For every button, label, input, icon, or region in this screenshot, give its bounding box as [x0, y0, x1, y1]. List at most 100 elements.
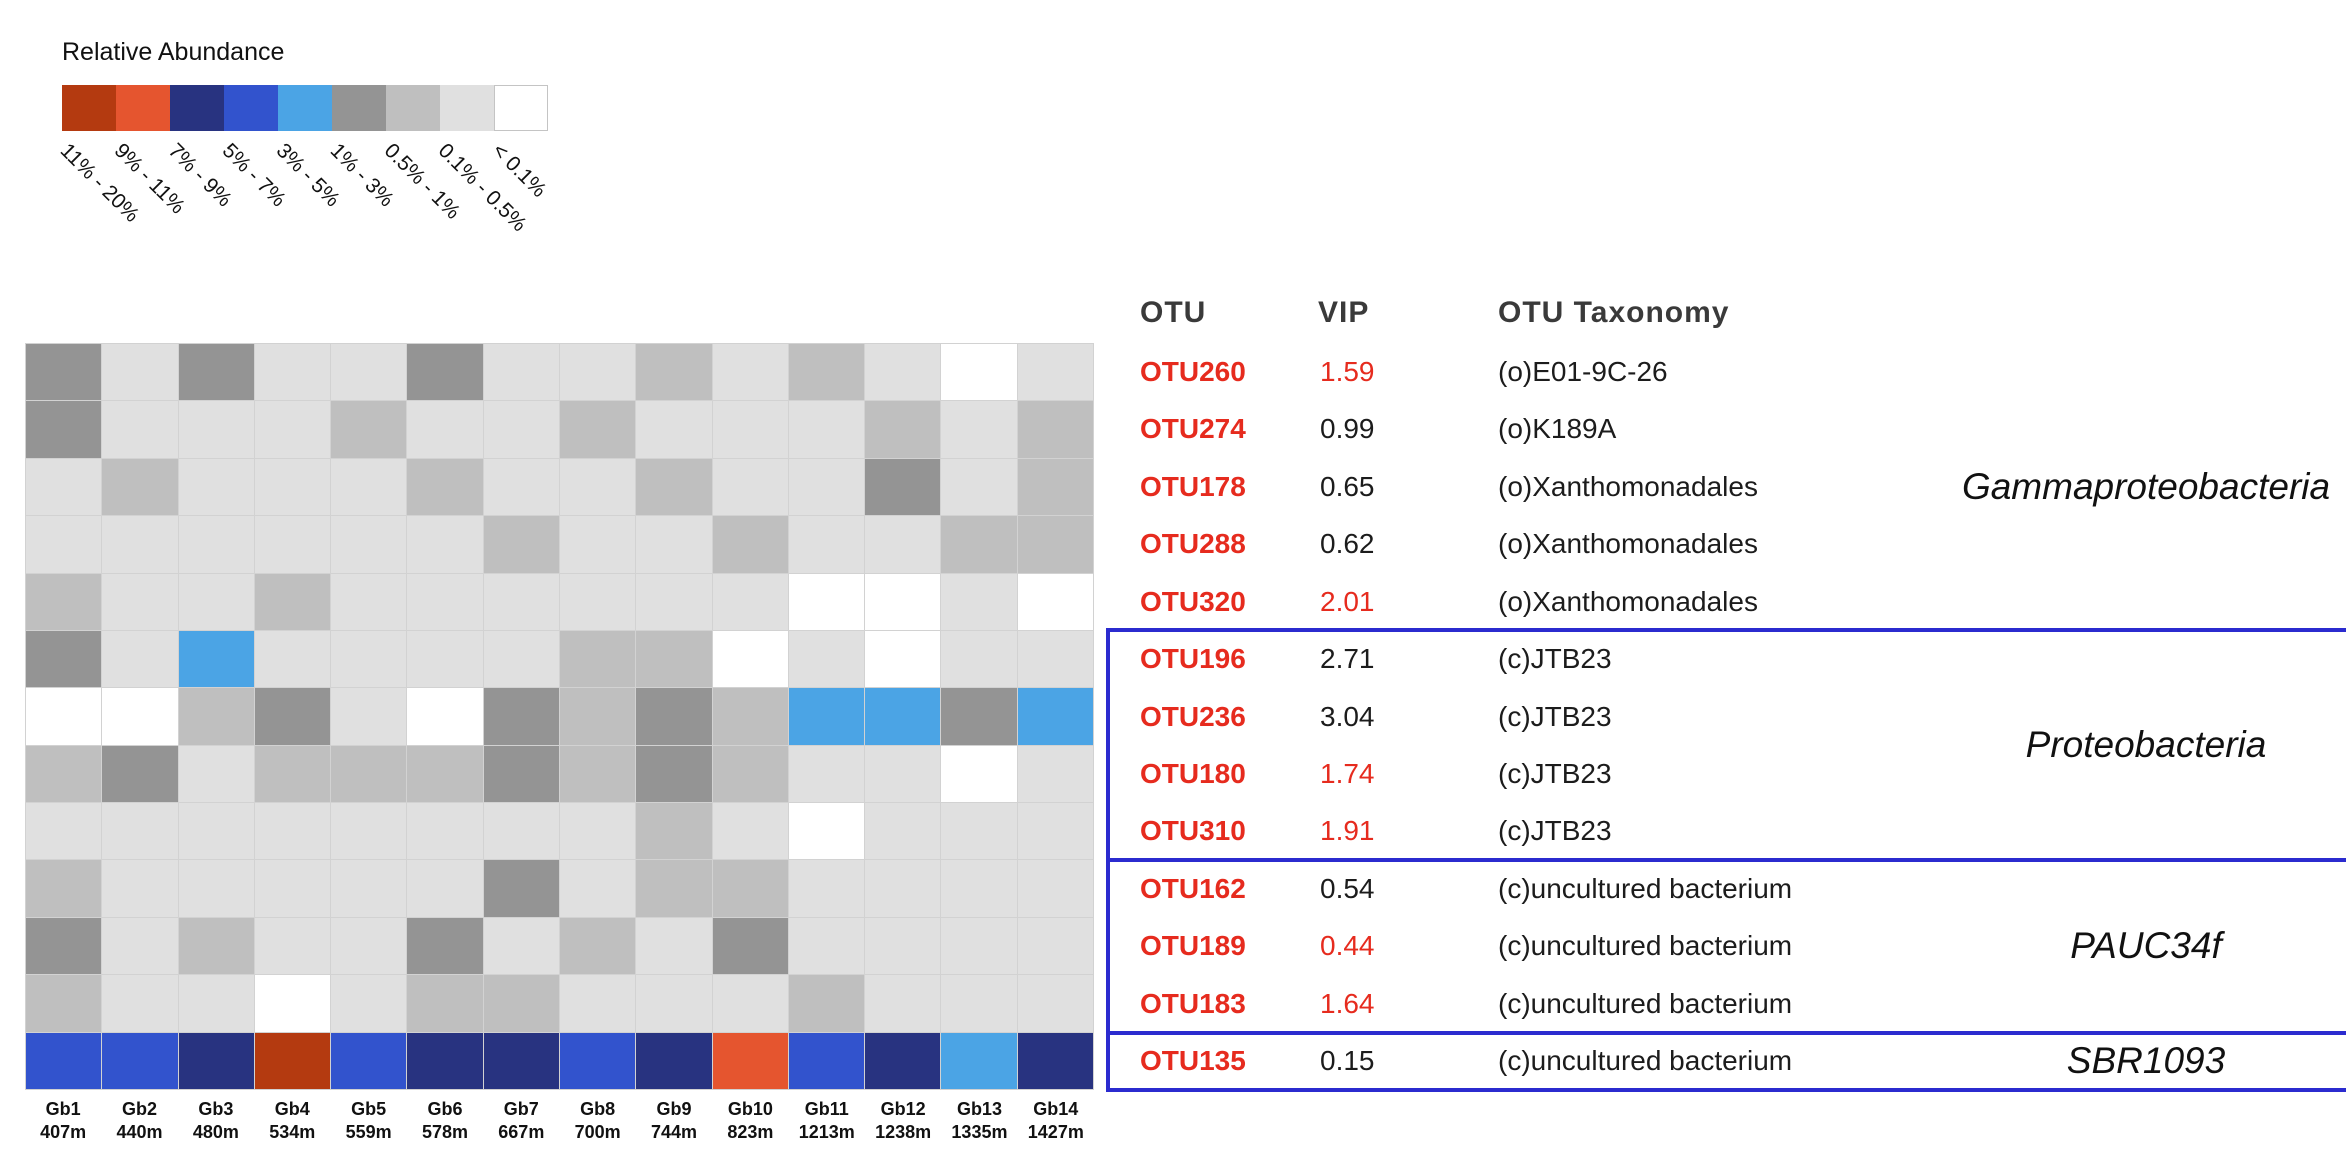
- heatmap-cell: [26, 688, 102, 745]
- otu-taxonomy: (o)E01-9C-26: [1498, 355, 1668, 387]
- heatmap-cell: [102, 458, 178, 516]
- otu-taxonomy: (c)JTB23: [1498, 758, 1612, 790]
- sample-label: Gb9 744m: [636, 1098, 712, 1144]
- heatmap-cell: [102, 516, 178, 573]
- heatmap-cell: [407, 745, 483, 803]
- heatmap-cell: [788, 344, 865, 401]
- sample-name: Gb5: [351, 1099, 387, 1119]
- heatmap-cell: [102, 1032, 178, 1089]
- otu-id: OTU236: [1140, 700, 1246, 732]
- otu-vip-value: 3.04: [1320, 700, 1375, 732]
- heatmap-cell: [636, 344, 712, 401]
- heatmap-cell: [407, 688, 483, 745]
- legend-swatch: [332, 85, 386, 131]
- sample-label: Gb8 700m: [559, 1098, 635, 1144]
- heatmap-cell: [178, 860, 254, 917]
- heatmap-cell: [331, 917, 407, 975]
- heatmap-cell: [331, 630, 407, 688]
- heatmap-cell: [254, 860, 331, 917]
- heatmap-cell: [483, 860, 559, 917]
- heatmap-cell: [407, 975, 483, 1032]
- otu-taxonomy: (c)JTB23: [1498, 815, 1612, 847]
- abundance-heatmap: [25, 343, 1094, 1090]
- heatmap-cell: [407, 803, 483, 860]
- heatmap-cell: [178, 688, 254, 745]
- legend-title: Relative Abundance: [62, 38, 285, 66]
- otu-vip-value: 0.62: [1320, 528, 1375, 560]
- heatmap-cell: [865, 917, 941, 975]
- heatmap-cell: [559, 516, 636, 573]
- heatmap-cell: [712, 975, 788, 1032]
- heatmap-cell: [102, 688, 178, 745]
- heatmap-cell: [254, 401, 331, 458]
- otu-table-row: OTU189 0.44 (c)uncultured bacterium: [1140, 918, 1930, 975]
- heatmap-cell: [331, 516, 407, 573]
- heatmap-cell: [254, 688, 331, 745]
- heatmap-cell: [483, 344, 559, 401]
- otu-table-row: OTU162 0.54 (c)uncultured bacterium: [1140, 860, 1930, 917]
- heatmap-cell: [941, 401, 1017, 458]
- otu-id: OTU260: [1140, 355, 1246, 387]
- sample-label: Gb6 578m: [407, 1098, 483, 1144]
- heatmap-cell: [788, 516, 865, 573]
- sample-name: Gb13: [956, 1099, 1002, 1119]
- otu-id: OTU180: [1140, 758, 1246, 790]
- heatmap-cell: [941, 688, 1017, 745]
- heatmap-cell: [865, 745, 941, 803]
- heatmap-cell: [102, 917, 178, 975]
- heatmap-cell: [636, 401, 712, 458]
- sample-depth: 480m: [192, 1122, 239, 1143]
- heatmap-cell: [178, 975, 254, 1032]
- sample-depth: 744m: [651, 1122, 698, 1143]
- otu-taxonomy: (o)Xanthomonadales: [1498, 585, 1758, 617]
- heatmap-cell: [865, 516, 941, 573]
- heatmap-cell: [26, 1032, 102, 1089]
- heatmap-cell: [254, 344, 331, 401]
- heatmap-cell: [1017, 1032, 1093, 1089]
- heatmap-cell: [559, 344, 636, 401]
- heatmap-cell: [102, 630, 178, 688]
- heatmap-cell: [1017, 573, 1093, 630]
- heatmap-cell: [941, 630, 1017, 688]
- otu-table: OTU260 1.59 (o)E01-9C-26 OTU274 0.99 (o)K189A…: [1140, 343, 1930, 1090]
- heatmap-cell: [1017, 688, 1093, 745]
- heatmap-cell: [559, 1032, 636, 1089]
- heatmap-cell: [865, 573, 941, 630]
- otu-vip-value: 0.54: [1320, 872, 1375, 904]
- heatmap-cell: [331, 860, 407, 917]
- heatmap-cell: [483, 688, 559, 745]
- otu-table-row: OTU178 0.65 (o)Xanthomonadales: [1140, 458, 1930, 515]
- sample-name: Gb4: [274, 1099, 310, 1119]
- heatmap-cell: [331, 573, 407, 630]
- heatmap-cell: [178, 401, 254, 458]
- heatmap-cell: [712, 1032, 788, 1089]
- heatmap-cell: [559, 688, 636, 745]
- sample-label: Gb13 1335m: [941, 1098, 1017, 1144]
- heatmap-cell: [941, 917, 1017, 975]
- heatmap-cell: [178, 458, 254, 516]
- heatmap-cell: [559, 745, 636, 803]
- heatmap-cell: [712, 917, 788, 975]
- otu-vip-value: 1.64: [1320, 987, 1375, 1019]
- heatmap-cell: [254, 573, 331, 630]
- sample-depth: 1335m: [951, 1122, 1008, 1143]
- heatmap-cell: [102, 573, 178, 630]
- heatmap-cell: [331, 1032, 407, 1089]
- heatmap-cell: [941, 573, 1017, 630]
- legend-swatch: [116, 85, 170, 131]
- heatmap-cell: [407, 573, 483, 630]
- heatmap-cell: [483, 401, 559, 458]
- heatmap-cell: [788, 745, 865, 803]
- heatmap-cell: [636, 917, 712, 975]
- heatmap-cell: [483, 573, 559, 630]
- sample-label: Gb1 407m: [25, 1098, 101, 1144]
- heatmap-cell: [636, 630, 712, 688]
- otu-id: OTU320: [1140, 585, 1246, 617]
- sample-depth: 578m: [421, 1122, 468, 1143]
- heatmap-cell: [407, 630, 483, 688]
- legend-swatch: [62, 85, 116, 131]
- heatmap-cell: [331, 688, 407, 745]
- heatmap-cell: [331, 803, 407, 860]
- heatmap-cell: [941, 458, 1017, 516]
- heatmap-cell: [26, 516, 102, 573]
